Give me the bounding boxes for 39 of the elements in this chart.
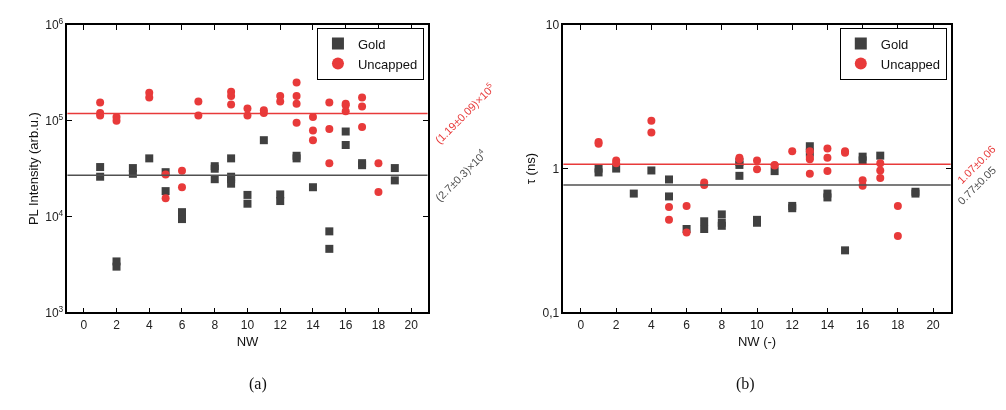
x-tick-label: 6 [178,317,186,332]
y-axis-title: τ (ns) [522,153,538,185]
x-tick-label: 2 [612,317,620,332]
x-tick-label: 8 [211,317,219,332]
x-tick-label: 14 [820,317,835,332]
x-tick-label: 20 [404,317,419,332]
text: (b) [736,375,755,393]
x-tick-label: 16 [855,317,870,332]
x-tick-label: 8 [718,317,726,332]
x-axis-title: NW (-) [737,333,777,349]
x-tick-label: 0 [80,317,88,332]
x-axis-title: NW [236,333,260,349]
y-tick-label: 10$^{4}$ [45,207,64,224]
legend-label: Gold [357,36,386,52]
x-tick-label: 10 [750,317,764,332]
y-tick-label: 10$^{5}$ [45,111,64,128]
legend-label: Uncapped [880,56,941,72]
x-tick-label: 12 [273,317,288,332]
y-tick-label: 10$^{6}$ [45,15,64,32]
x-tick-label: 12 [785,317,800,332]
y-tick-label: 10 [545,17,560,32]
text: (a) [249,375,267,393]
x-tick-label: 0 [577,317,585,332]
x-tick-label: 2 [113,317,121,332]
x-tick-label: 4 [145,317,153,332]
x-tick-label: 18 [891,317,905,332]
x-tick-label: 20 [926,317,941,332]
legend-label: Gold [880,36,909,52]
legend-label: Uncapped [357,56,418,72]
x-tick-label: 14 [306,317,320,332]
x-tick-label: 18 [371,317,386,332]
y-tick-label: 0,1 [542,305,560,320]
y-tick-label: 10$^{3}$ [45,303,64,320]
x-tick-label: 10 [240,317,255,332]
x-tick-label: 6 [683,317,691,332]
y-tick-label: 1 [552,161,560,176]
x-tick-label: 4 [648,317,656,332]
y-axis-title: PL Intensity (arb.u.) [25,112,41,226]
x-tick-label: 16 [339,317,353,332]
